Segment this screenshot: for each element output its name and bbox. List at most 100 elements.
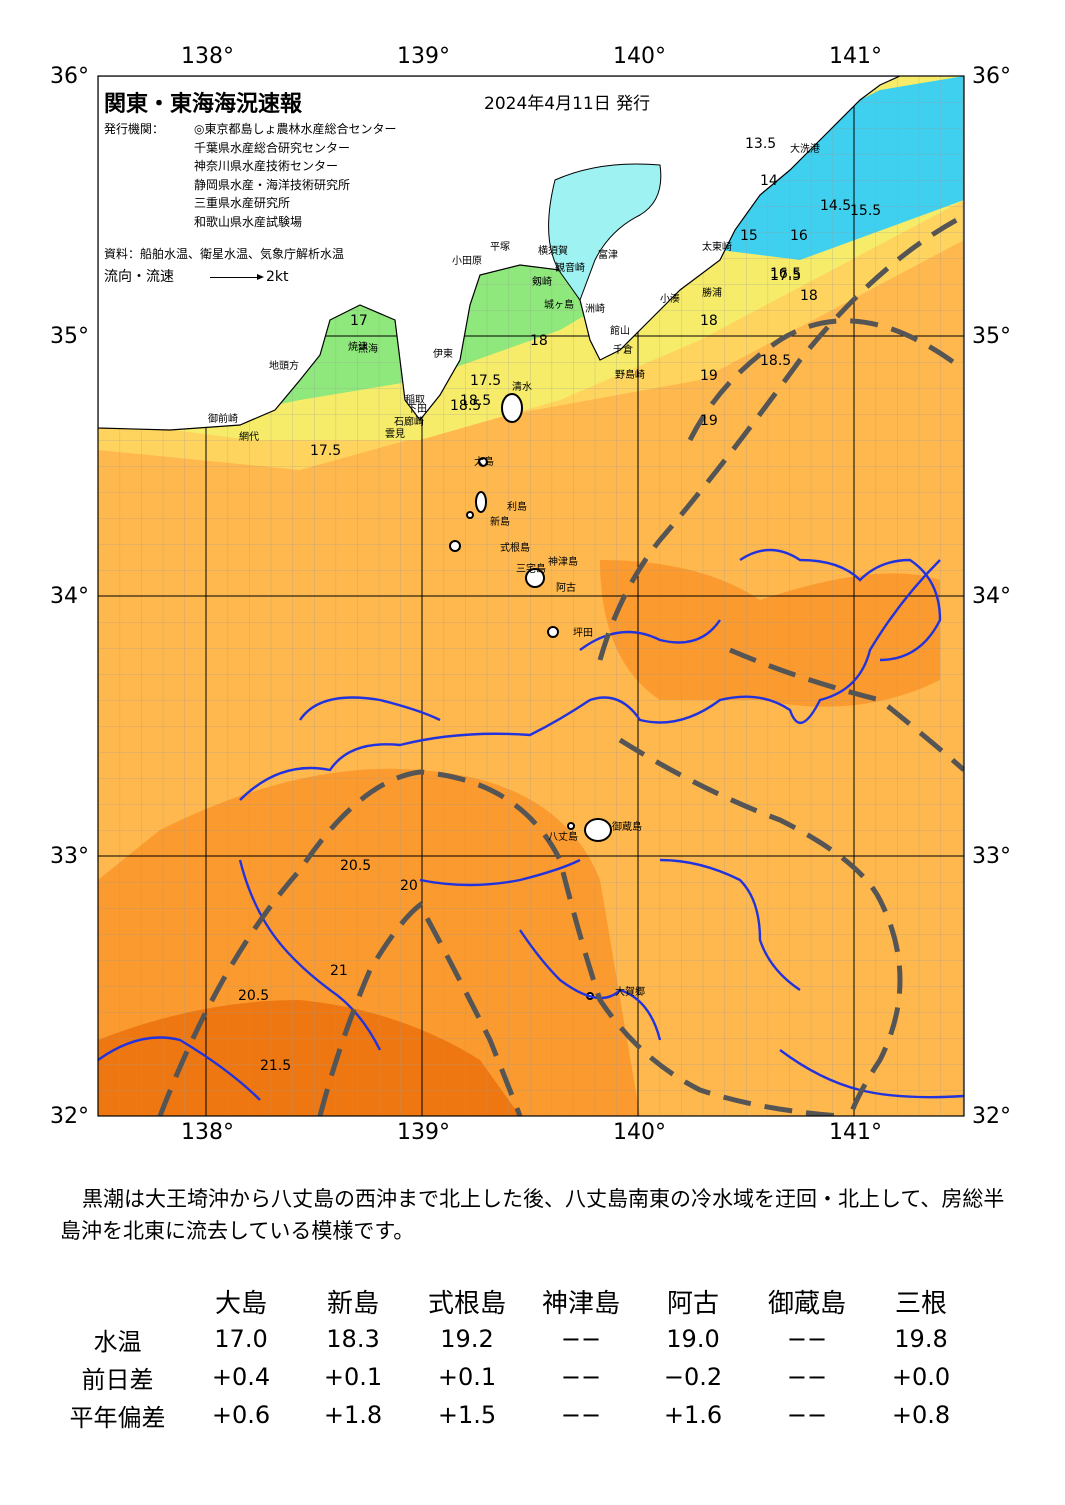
table-cell: −− [560, 1401, 602, 1429]
isotherm-label: 18.5 [450, 398, 481, 414]
table-header: 式根島 [427, 1288, 506, 1319]
isotherm-label: 14 [760, 173, 778, 189]
isotherm-label: 17.5 [470, 373, 501, 389]
place-label: 阿古 [556, 581, 576, 594]
isotherm-label: 20.5 [340, 858, 371, 874]
lat-label-right-34: 34° [972, 584, 1011, 609]
place-label: 坪田 [573, 626, 593, 639]
isotherm-label: 16 [790, 228, 808, 244]
place-label: 熱海 [358, 342, 378, 355]
isotherm-label: 18 [800, 288, 818, 304]
lat-label-left-35: 35° [50, 324, 89, 349]
lat-label-right-32: 32° [972, 1104, 1011, 1129]
isotherm-20 [98, 548, 964, 1101]
kuroshio-axis [157, 213, 964, 1116]
table-cell: +0.0 [891, 1363, 951, 1391]
place-label: 城ヶ島 [544, 298, 574, 311]
isotherm-label: 14.5 [820, 198, 851, 214]
place-label: 館山 [610, 324, 630, 337]
table-header [50, 1282, 185, 1320]
place-label: 洲崎 [585, 302, 605, 315]
table-cell: −− [560, 1325, 602, 1353]
agency-heading: 発行機関： [104, 122, 165, 136]
lon-label-top-138: 138° [181, 44, 234, 69]
table-header: 御蔵島 [767, 1288, 846, 1319]
table-header: 新島 [326, 1288, 379, 1319]
table-cell: +1.5 [437, 1401, 497, 1429]
map-title: 関東・東海海況速報 [104, 92, 303, 117]
table-row: 前日差 +0.4 +0.1 +0.1 −− −0.2 −− +0.0 [50, 1358, 977, 1396]
place-label: 焼津 [348, 341, 368, 353]
row-label: 前日差 [81, 1365, 154, 1394]
table-cell: −− [560, 1363, 602, 1391]
table-row: 水温 17.0 18.3 19.2 −− 19.0 −− 19.8 [50, 1320, 977, 1358]
table-header: 大島 [214, 1288, 267, 1319]
lon-label-top-139: 139° [397, 44, 450, 69]
place-label: 利島 [507, 500, 527, 513]
isotherm-label: 15.5 [850, 203, 881, 219]
place-label: 御蔵島 [612, 820, 642, 833]
isotherm-label: 17.5 [770, 268, 801, 284]
place-label: 平塚 [490, 241, 510, 253]
isotherm-label: 20 [400, 878, 418, 894]
agency-item: 和歌山県水産試験場 [194, 214, 303, 229]
lat-label-left-33: 33° [50, 844, 89, 869]
lat-label-left-32: 32° [50, 1104, 89, 1129]
flow-arrow-icon [210, 273, 264, 280]
place-label: 網代 [239, 430, 259, 443]
table-cell: 19.0 [666, 1325, 720, 1353]
isotherm-label: 16.5 [770, 266, 801, 282]
row-label: 水温 [93, 1327, 142, 1356]
isotherm-label: 18 [530, 333, 548, 349]
isotherm-label: 17.5 [310, 443, 341, 459]
table-cell: +1.8 [323, 1401, 383, 1429]
table-cell: 19.2 [440, 1325, 494, 1353]
table-header-row: 大島 新島 式根島 神津島 阿古 御蔵島 三根 [50, 1282, 977, 1320]
flow-legend: 流向・流速 2kt [104, 266, 289, 286]
table-cell: 19.8 [894, 1325, 948, 1353]
agency-list: 発行機関： ◎東京都島しょ農林水産総合センター 千葉県水産総合研究センター 神奈川… [104, 120, 396, 231]
table-header: 三根 [894, 1288, 947, 1319]
table-row: 平年偏差 +0.6 +1.8 +1.5 −− +1.6 −− +0.8 [50, 1396, 977, 1434]
land-boso [548, 163, 662, 302]
table-header: 阿古 [666, 1288, 719, 1319]
place-label: 小湊 [660, 292, 680, 305]
lat-label-left-36: 36° [50, 64, 89, 89]
place-label: 観音崎 [555, 261, 585, 274]
island-temperature-table: 大島 新島 式根島 神津島 阿古 御蔵島 三根 水温 17.0 18.3 19.… [50, 1282, 977, 1434]
isotherm-label: 20.5 [238, 988, 269, 1004]
summary-text: 黒潮は大王埼沖から八丈島の西沖まで北上した後、八丈島南東の冷水域を迂回・北上して… [60, 1187, 1005, 1243]
lon-label-top-141: 141° [829, 44, 882, 69]
place-label: 石廊崎 [394, 415, 424, 428]
table-cell: −− [786, 1325, 828, 1353]
lon-label-bottom-139: 139° [397, 1120, 450, 1145]
table-cell: +0.4 [211, 1363, 271, 1391]
islands [449, 393, 612, 1000]
table-header: 神津島 [541, 1288, 620, 1319]
place-label: 小田原 [452, 255, 482, 267]
isotherm-label: 13.5 [745, 136, 776, 152]
place-label: 神津島 [548, 555, 578, 568]
place-label: 大賀郷 [615, 985, 645, 998]
place-label: 八丈島 [548, 830, 578, 843]
isotherm-label: 21.5 [260, 1058, 291, 1074]
place-label: 地頭方 [269, 359, 299, 372]
place-label: 下田 [407, 404, 427, 415]
agency-item: 神奈川県水産技術センター [194, 159, 339, 173]
table-cell: +0.8 [891, 1401, 951, 1429]
table-cell: −0.2 [663, 1363, 723, 1391]
lon-label-bottom-140: 140° [613, 1120, 666, 1145]
place-label: 式根島 [500, 541, 530, 554]
agency-item: 三重県水産研究所 [194, 196, 291, 210]
isotherm-label: 19 [700, 413, 718, 429]
lon-label-top-140: 140° [613, 44, 666, 69]
place-label: 勝浦 [702, 286, 722, 299]
place-label: 野島崎 [615, 368, 645, 381]
agency-item: 静岡県水産・海洋技術研究所 [194, 177, 351, 192]
place-label: 大洗港 [790, 142, 820, 155]
lat-label-right-36: 36° [972, 64, 1011, 89]
lat-label-left-34: 34° [50, 584, 89, 609]
table-cell: −− [786, 1363, 828, 1391]
isotherm-label: 18 [700, 313, 718, 329]
